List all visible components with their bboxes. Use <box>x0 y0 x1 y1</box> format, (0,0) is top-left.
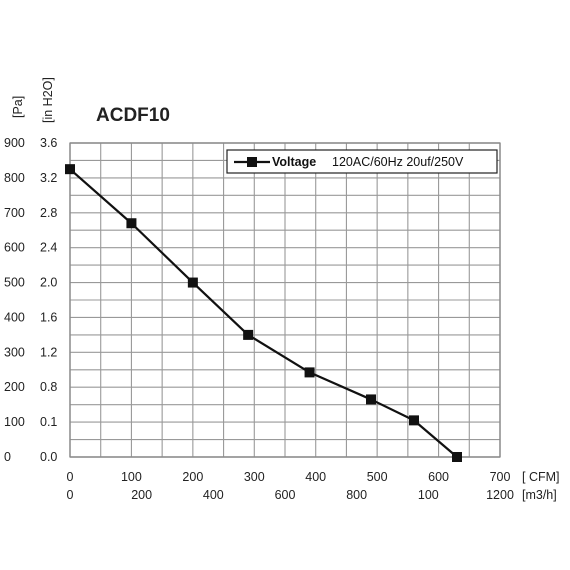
y-primary-tick-label: 500 <box>4 276 25 290</box>
y-primary-tick-label: 700 <box>4 206 25 220</box>
y-secondary-tick-label: 1.2 <box>40 345 57 359</box>
x-primary-tick-label: 300 <box>244 470 265 484</box>
x-secondary-unit: [m3/h] <box>522 488 557 502</box>
x-primary-tick-label: 400 <box>305 470 326 484</box>
y-secondary-tick-label: 2.4 <box>40 241 57 255</box>
data-point-marker <box>65 164 75 175</box>
plot-border <box>69 142 501 458</box>
y-secondary-tick-label: 0.0 <box>40 450 57 464</box>
x-secondary-tick-label: 0 <box>67 488 74 502</box>
series-layer <box>65 164 462 462</box>
x-secondary-tick-label: 400 <box>203 488 224 502</box>
x-primary-unit: [ CFM] <box>522 470 560 484</box>
legend: Voltage 120AC/60Hz 20uf/250V <box>226 149 498 174</box>
data-point-marker <box>126 218 137 229</box>
y-primary-tick-label: 300 <box>4 345 25 359</box>
x-primary-tick-label: 100 <box>121 470 142 484</box>
data-point-marker <box>243 329 254 340</box>
x-primary-tick-label: 200 <box>182 470 203 484</box>
y-primary-tick-label: 100 <box>4 415 25 429</box>
y-secondary-tick-label: 3.2 <box>40 171 57 185</box>
x-secondary-tick-label: 200 <box>131 488 152 502</box>
grid-layer <box>69 142 501 458</box>
x-primary-tick-label: 0 <box>67 470 74 484</box>
data-point-marker <box>409 415 419 426</box>
y-secondary-tick-label: 1.6 <box>40 310 57 324</box>
x-primary-tick-label: 500 <box>367 470 388 484</box>
x-primary-tick-label: 700 <box>490 470 511 484</box>
y-primary-tick-label: 400 <box>4 310 25 324</box>
y-secondary-tick-label: 0.8 <box>40 380 57 394</box>
data-point-marker <box>304 367 315 378</box>
legend-marker <box>247 157 257 167</box>
y-primary-tick-label: 900 <box>4 136 25 150</box>
y-primary-tick-label: 600 <box>4 241 25 255</box>
chart-title: ACDF10 <box>96 105 170 126</box>
x-primary-tick-label: 600 <box>428 470 449 484</box>
x-secondary-tick-label: 1200 <box>486 488 514 502</box>
y-primary-tick-label: 200 <box>4 380 25 394</box>
y-secondary-tick-label: 3.6 <box>40 136 57 150</box>
legend-series-name: Voltage <box>272 155 316 169</box>
y-secondary-tick-label: 2.8 <box>40 206 57 220</box>
y-primary-tick-label: 800 <box>4 171 25 185</box>
y-secondary-tick-label: 0.1 <box>40 415 57 429</box>
series-line <box>69 168 458 458</box>
legend-series-detail: 120AC/60Hz 20uf/250V <box>332 155 464 169</box>
data-point-marker <box>452 452 462 462</box>
data-point-marker <box>366 394 376 405</box>
y-primary-tick-label: 0 <box>4 450 11 464</box>
x-secondary-tick-label: 800 <box>346 488 367 502</box>
data-point-marker <box>187 277 198 288</box>
y-secondary-tick-label: 2.0 <box>40 276 57 290</box>
legend-box <box>226 149 498 174</box>
x-secondary-tick-label: 600 <box>275 488 296 502</box>
y-secondary-unit: [in H2O] <box>41 77 55 123</box>
y-primary-unit: [Pa] <box>11 96 25 118</box>
x-secondary-tick-label: 100 <box>418 488 439 502</box>
